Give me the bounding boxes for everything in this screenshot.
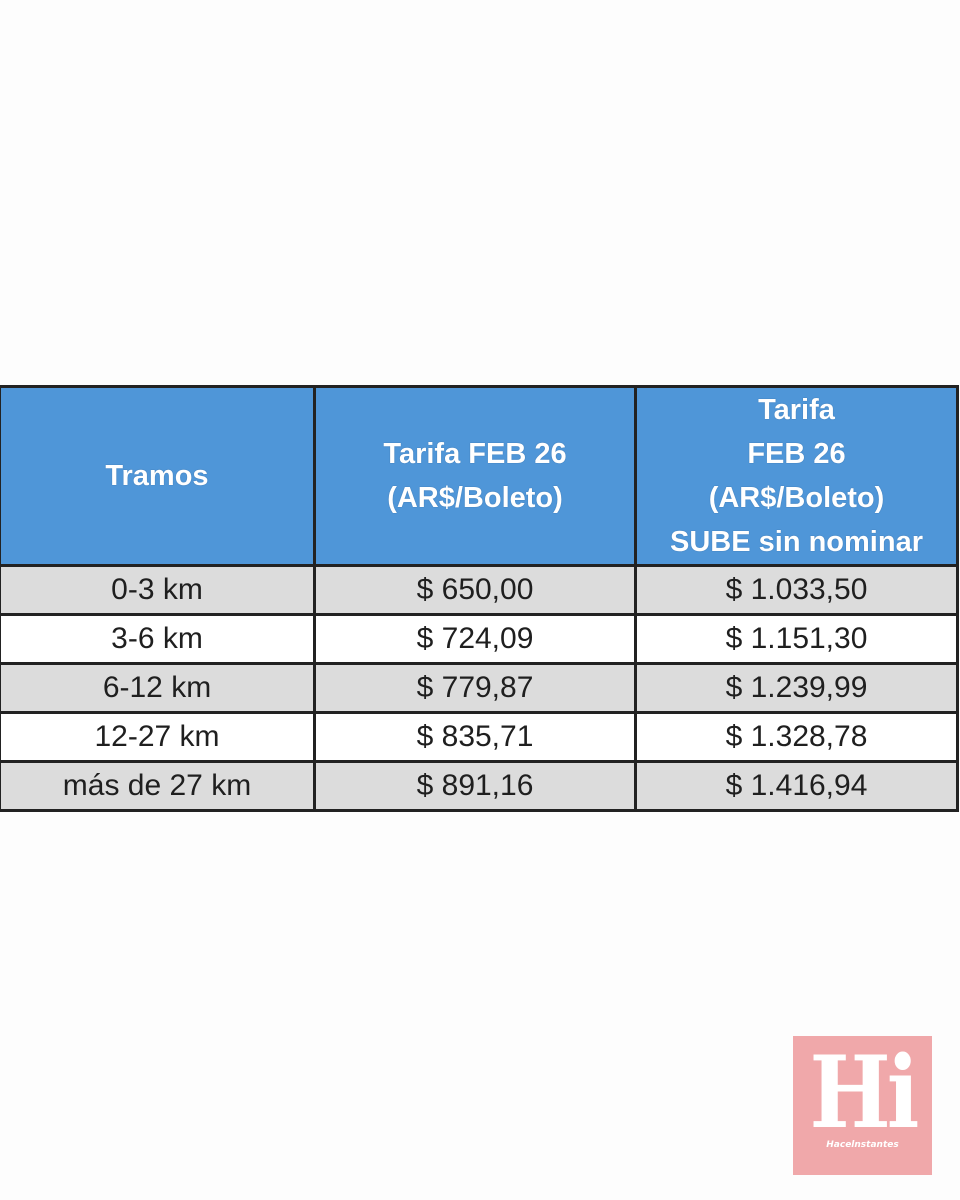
cell-tarifa: $ 650,00 — [313, 564, 637, 616]
cell-tarifa: $ 891,16 — [313, 760, 637, 812]
header-line: SUBE sin nominar — [670, 526, 923, 558]
table-row: 3-6 km $ 724,09 $ 1.151,30 — [0, 613, 959, 665]
fare-table: Tramos Tarifa FEB 26 (AR$/Boleto) Tarifa… — [0, 385, 959, 812]
header-line: (AR$/Boleto) — [387, 482, 563, 514]
cell-sin-nominar: $ 1.416,94 — [634, 760, 959, 812]
table-row: más de 27 km $ 891,16 $ 1.416,94 — [0, 760, 959, 812]
header-line: (AR$/Boleto) — [708, 482, 885, 514]
cell-tarifa: $ 779,87 — [313, 662, 637, 714]
table-row: 0-3 km $ 650,00 $ 1.033,50 — [0, 564, 959, 616]
cell-tramo: más de 27 km — [0, 760, 316, 812]
logo-text: Hacelnstantes — [826, 1140, 899, 1150]
header-tarifa: Tarifa FEB 26 (AR$/Boleto) — [313, 385, 637, 567]
watermark-logo: Hi Hacelnstantes — [793, 1036, 932, 1175]
header-tarifa-sube-sin-nominar: Tarifa FEB 26 (AR$/Boleto) SUBE sin nomi… — [634, 385, 959, 567]
table-row: 12-27 km $ 835,71 $ 1.328,78 — [0, 711, 959, 763]
cell-tarifa: $ 835,71 — [313, 711, 637, 763]
header-row: Tramos Tarifa FEB 26 (AR$/Boleto) Tarifa… — [0, 385, 959, 567]
header-tramos: Tramos — [0, 385, 316, 567]
header-line: Tarifa FEB 26 — [383, 438, 567, 470]
cell-tramo: 6-12 km — [0, 662, 316, 714]
header-line: Tarifa — [758, 394, 835, 426]
cell-tramo: 0-3 km — [0, 564, 316, 616]
cell-sin-nominar: $ 1.239,99 — [634, 662, 959, 714]
cell-tramo: 3-6 km — [0, 613, 316, 665]
header-line: Tramos — [105, 460, 209, 492]
cell-sin-nominar: $ 1.328,78 — [634, 711, 959, 763]
cell-sin-nominar: $ 1.151,30 — [634, 613, 959, 665]
table-row: 6-12 km $ 779,87 $ 1.239,99 — [0, 662, 959, 714]
cell-sin-nominar: $ 1.033,50 — [634, 564, 959, 616]
header-line: FEB 26 — [747, 438, 846, 470]
cell-tramo: 12-27 km — [0, 711, 316, 763]
logo-mark: Hi — [809, 1035, 920, 1152]
cell-tarifa: $ 724,09 — [313, 613, 637, 665]
